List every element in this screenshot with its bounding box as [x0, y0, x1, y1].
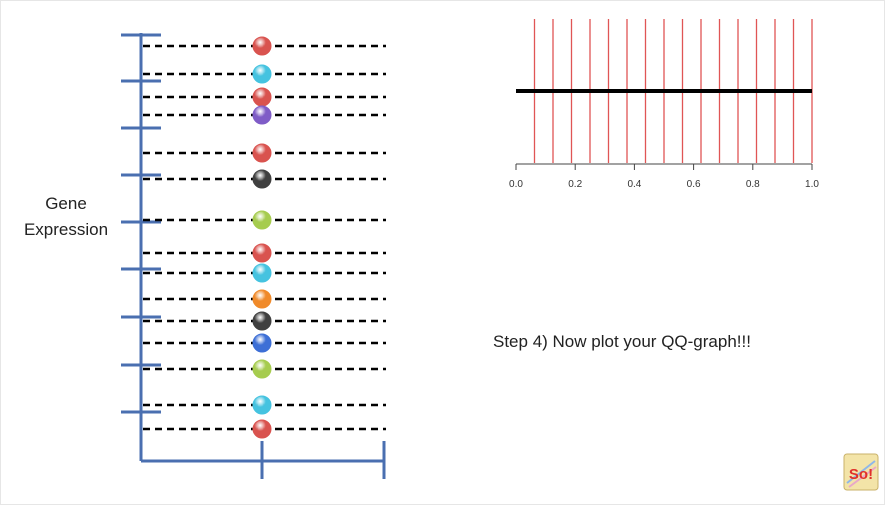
- chart-x-tick-label: 1.0: [805, 179, 819, 190]
- chart-x-tick-label: 0.0: [509, 179, 523, 190]
- gene-point: [252, 289, 272, 309]
- chart-x-tick-label: 0.2: [568, 179, 582, 190]
- chart-x-tick-label: 0.8: [746, 179, 760, 190]
- gene-point: [252, 243, 272, 263]
- gene-point: [252, 333, 272, 353]
- gene-point: [252, 210, 272, 230]
- gene-point: [252, 36, 272, 56]
- gene-point: [252, 87, 272, 107]
- gene-point: [252, 169, 272, 189]
- logo-text: So!: [849, 466, 873, 483]
- gene-point: [252, 419, 272, 439]
- gene-point: [252, 311, 272, 331]
- gene-point: [252, 105, 272, 125]
- gene-label-line-2: Expression: [23, 220, 109, 239]
- chart-x-tick-label: 0.4: [627, 179, 641, 190]
- gene-expression-label: Gene Expression: [11, 191, 121, 243]
- chart-x-tick-label: 0.6: [687, 179, 701, 190]
- gene-label-line-1: Gene: [45, 194, 87, 213]
- step-instruction: Step 4) Now plot your QQ-graph!!!: [493, 332, 751, 351]
- gene-point: [252, 395, 272, 415]
- gene-point: [252, 143, 272, 163]
- statquest-logo-icon: So!: [843, 453, 879, 491]
- gene-point: [252, 64, 272, 84]
- gene-point: [252, 359, 272, 379]
- gene-point: [252, 263, 272, 283]
